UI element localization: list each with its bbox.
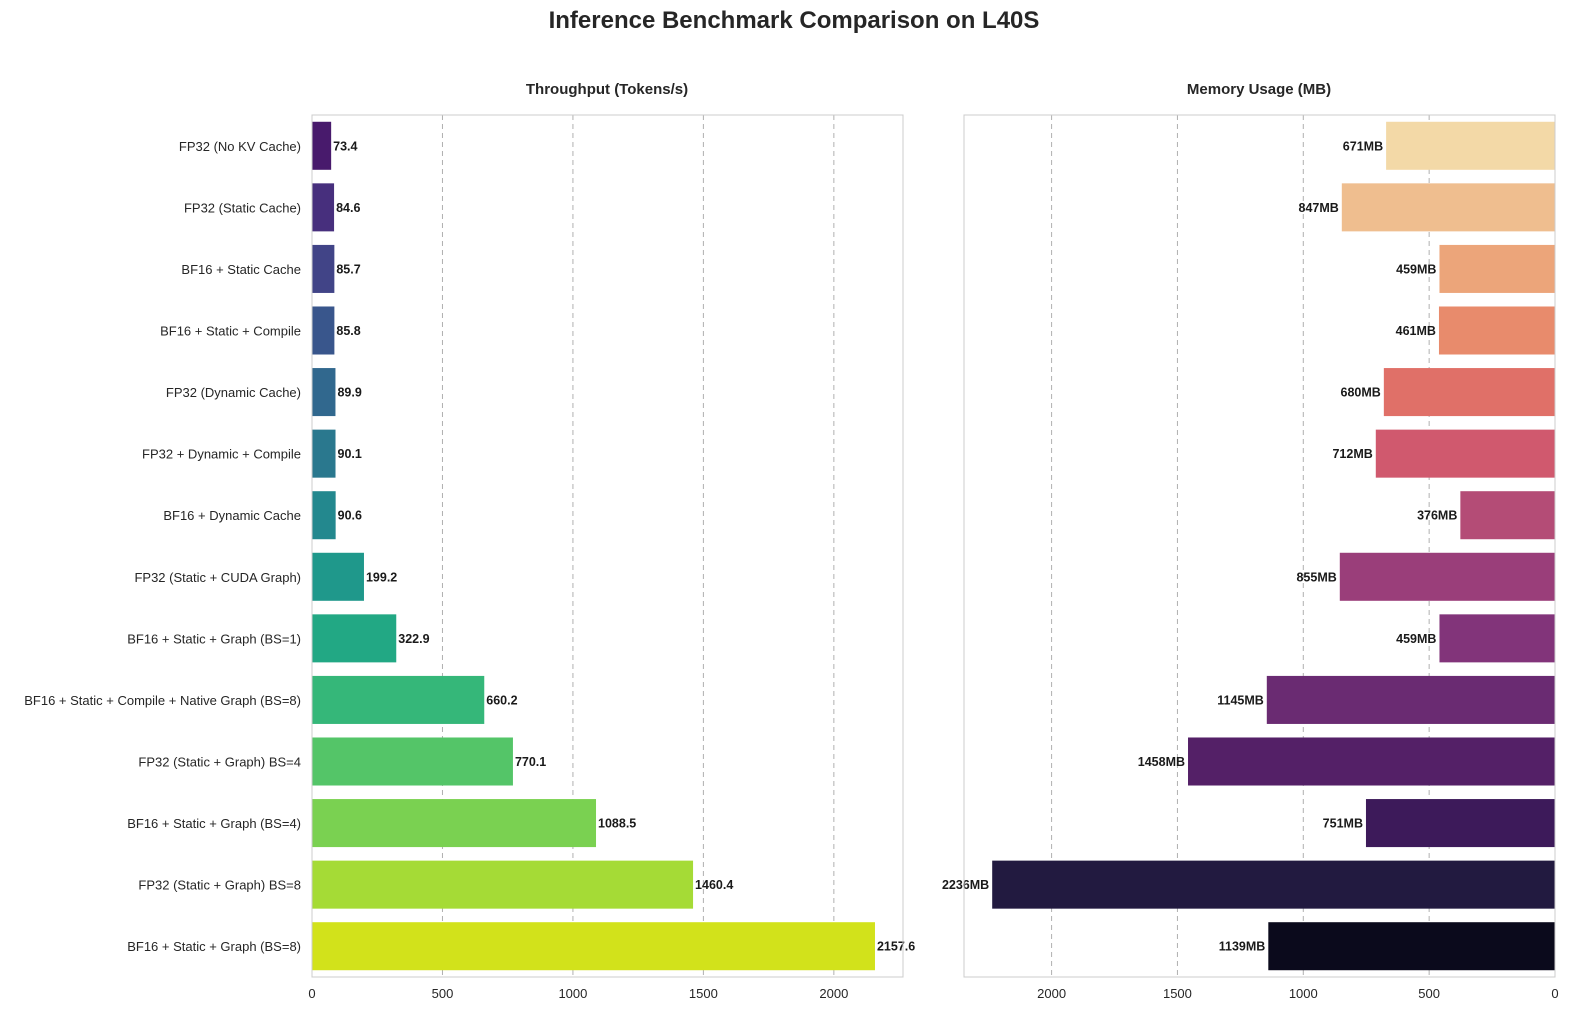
throughput-data-label: 90.1 xyxy=(338,447,362,461)
throughput-data-label: 85.7 xyxy=(336,262,360,276)
memory-bar xyxy=(1439,244,1555,293)
memory-bar xyxy=(1438,306,1555,355)
memory-bar xyxy=(1266,675,1555,724)
memory-data-label: 680MB xyxy=(1341,386,1381,400)
throughput-data-label: 84.6 xyxy=(336,201,360,215)
throughput-gridlines xyxy=(441,115,835,977)
memory-data-label: 671MB xyxy=(1343,139,1383,153)
throughput-x-tick: 2000 xyxy=(819,986,848,1001)
category-label: FP32 (Dynamic Cache) xyxy=(166,385,301,400)
throughput-bar xyxy=(312,183,335,232)
memory-bar xyxy=(1339,552,1555,601)
throughput-bar xyxy=(312,306,335,355)
memory-bar xyxy=(1375,429,1555,478)
memory-bar xyxy=(1341,183,1555,232)
memory-bars xyxy=(992,121,1555,971)
memory-bar xyxy=(1188,737,1555,786)
memory-data-label: 459MB xyxy=(1396,262,1436,276)
memory-bar xyxy=(1383,368,1555,417)
memory-bar xyxy=(1365,799,1555,848)
memory-bar xyxy=(1460,491,1555,540)
memory-bar xyxy=(992,860,1555,909)
memory-gridlines xyxy=(1051,115,1430,977)
memory-bar xyxy=(1268,922,1555,971)
throughput-data-label: 660.2 xyxy=(486,693,517,707)
memory-data-label: 855MB xyxy=(1296,570,1336,584)
throughput-data-label: 322.9 xyxy=(398,632,429,646)
throughput-bar xyxy=(312,737,513,786)
memory-x-tick: 1500 xyxy=(1163,986,1192,1001)
category-label: BF16 + Dynamic Cache xyxy=(163,508,301,523)
throughput-bar xyxy=(312,860,694,909)
throughput-bar xyxy=(312,552,364,601)
throughput-bar xyxy=(312,244,335,293)
throughput-data-label: 90.6 xyxy=(338,509,362,523)
category-label: BF16 + Static + Compile xyxy=(160,324,301,339)
throughput-bar xyxy=(312,491,336,540)
throughput-x-tick-labels: 0 500 1000 1500 2000 xyxy=(308,986,848,1001)
throughput-data-label: 2157.6 xyxy=(877,940,915,954)
memory-data-label: 751MB xyxy=(1323,817,1363,831)
throughput-data-label: 1088.5 xyxy=(598,817,636,831)
category-label: BF16 + Static + Compile + Native Graph (… xyxy=(24,693,301,708)
throughput-x-tick: 1000 xyxy=(558,986,587,1001)
throughput-x-tick: 500 xyxy=(432,986,454,1001)
throughput-x-tick: 1500 xyxy=(689,986,718,1001)
throughput-bar xyxy=(312,799,597,848)
memory-data-label: 1458MB xyxy=(1138,755,1185,769)
throughput-bar xyxy=(312,121,332,170)
throughput-bar xyxy=(312,368,336,417)
throughput-x-tick: 0 xyxy=(308,986,315,1001)
throughput-plot-frame xyxy=(311,114,904,978)
figure-title: Inference Benchmark Comparison on L40S xyxy=(549,7,1040,34)
throughput-data-label: 770.1 xyxy=(515,755,546,769)
throughput-data-label: 85.8 xyxy=(336,324,360,338)
memory-x-tick-labels: 2000 1500 1000 500 0 xyxy=(1037,986,1558,1001)
throughput-data-label: 73.4 xyxy=(333,139,357,153)
memory-plot-frame xyxy=(963,114,1556,978)
throughput-data-label: 199.2 xyxy=(366,570,397,584)
throughput-data-label: 1460.4 xyxy=(695,878,733,892)
throughput-bars xyxy=(312,121,875,971)
throughput-bar xyxy=(312,429,336,478)
category-label: FP32 (Static + Graph) BS=4 xyxy=(138,755,301,770)
memory-data-label: 712MB xyxy=(1332,447,1372,461)
category-label: FP32 (Static Cache) xyxy=(184,200,301,215)
throughput-bar xyxy=(312,614,397,663)
category-label: FP32 (No KV Cache) xyxy=(179,139,301,154)
memory-bar xyxy=(1439,614,1555,663)
category-label: BF16 + Static + Graph (BS=4) xyxy=(127,816,301,831)
memory-data-label: 847MB xyxy=(1299,201,1339,215)
memory-x-tick: 0 xyxy=(1551,986,1558,1001)
memory-data-label: 376MB xyxy=(1417,509,1457,523)
category-label: BF16 + Static Cache xyxy=(181,262,301,277)
throughput-bar xyxy=(312,675,485,724)
memory-data-label: 2236MB xyxy=(942,878,989,892)
memory-data-label: 461MB xyxy=(1396,324,1436,338)
memory-x-tick: 500 xyxy=(1418,986,1440,1001)
throughput-category-labels: FP32 (No KV Cache) FP32 (Static Cache) BF1… xyxy=(24,139,301,954)
category-label: FP32 (Static + CUDA Graph) xyxy=(134,570,301,585)
category-label: BF16 + Static + Graph (BS=1) xyxy=(127,631,301,646)
memory-data-label: 1139MB xyxy=(1219,940,1266,954)
memory-value-labels: 671MB 847MB 459MB 461MB 680MB 712MB 376MB 855MB… xyxy=(942,139,1457,953)
throughput-bar xyxy=(312,922,875,971)
memory-data-label: 1145MB xyxy=(1217,693,1264,707)
memory-x-tick: 1000 xyxy=(1289,986,1318,1001)
memory-x-tick: 2000 xyxy=(1037,986,1066,1001)
memory-panel-title: Memory Usage (MB) xyxy=(1187,81,1331,98)
category-label: BF16 + Static + Graph (BS=8) xyxy=(127,939,301,954)
memory-data-label: 459MB xyxy=(1396,632,1436,646)
throughput-data-label: 89.9 xyxy=(337,386,361,400)
throughput-value-labels: 73.4 84.6 85.7 85.8 89.9 90.1 90.6 199.2 322.9 66… xyxy=(333,139,915,953)
throughput-panel: Throughput (Tokens/s) 73.4 84.6 85.7 85.8 89… xyxy=(24,81,915,1001)
category-label: FP32 + Dynamic + Compile xyxy=(142,447,301,462)
memory-bar xyxy=(1386,121,1555,170)
category-label: FP32 (Static + Graph) BS=8 xyxy=(138,878,301,893)
throughput-panel-title: Throughput (Tokens/s) xyxy=(526,81,688,98)
memory-panel: Memory Usage (MB) 671MB 847MB 459MB 461MB 68… xyxy=(942,81,1559,1001)
